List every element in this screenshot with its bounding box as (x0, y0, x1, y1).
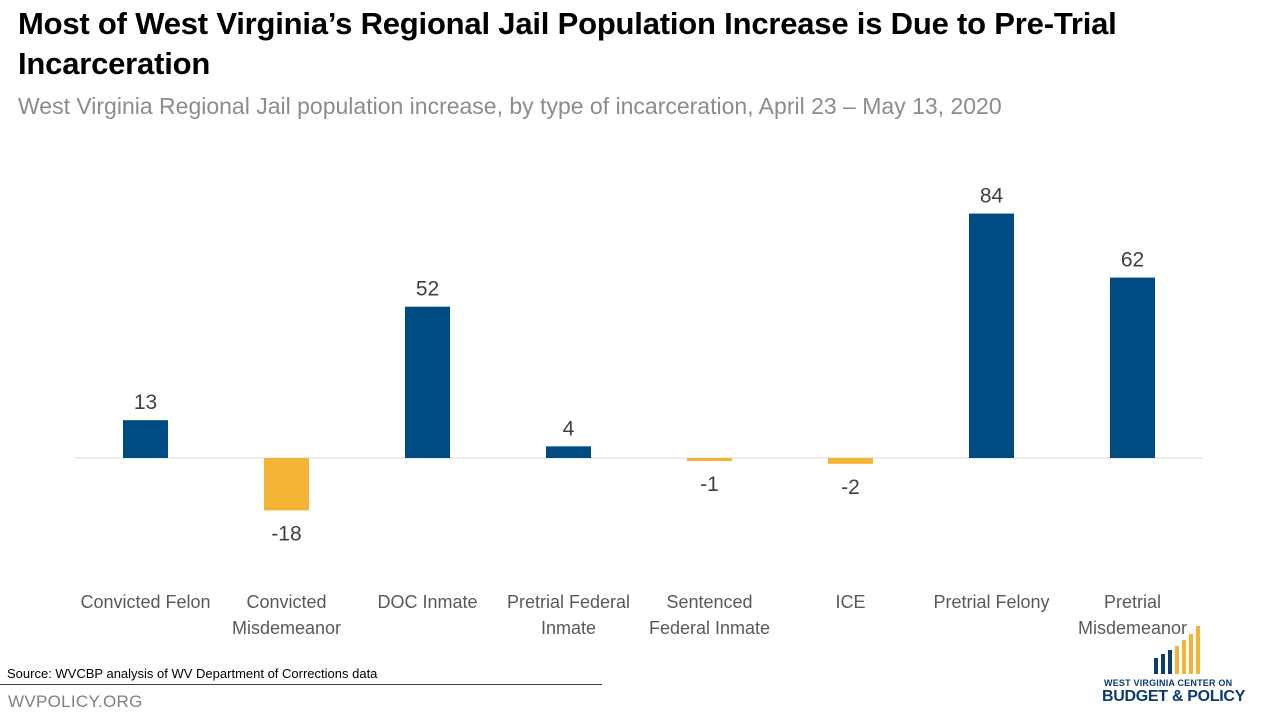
logo-text-line1: WEST VIRGINIA CENTER ON (1104, 678, 1233, 688)
x-tick-label: Sentenced (666, 592, 752, 612)
x-tick-label: DOC Inmate (377, 592, 477, 612)
data-label: -18 (271, 522, 301, 545)
source-divider (0, 684, 602, 685)
x-tick-label: Misdemeanor (232, 618, 341, 638)
x-tick-label: Federal Inmate (649, 618, 770, 638)
data-label: -2 (841, 476, 860, 499)
bar (687, 458, 732, 461)
x-tick-label: Convicted Felon (80, 592, 210, 612)
x-tick-label: Convicted (246, 592, 326, 612)
data-label: 4 (563, 417, 575, 440)
x-tick-label: ICE (835, 592, 865, 612)
wvcbp-logo: WEST VIRGINIA CENTER ON BUDGET & POLICY (1098, 624, 1258, 714)
data-label: 84 (980, 185, 1004, 208)
x-tick-label: Misdemeanor (1078, 618, 1187, 638)
x-tick-label: Pretrial Felony (933, 592, 1049, 612)
bar (1110, 277, 1155, 458)
chart-subtitle: West Virginia Regional Jail population i… (18, 93, 1002, 119)
bar (546, 446, 591, 458)
data-label: 62 (1121, 249, 1144, 272)
x-tick-label: Inmate (541, 618, 596, 638)
x-tick-label: Pretrial Federal (507, 592, 630, 612)
data-label: 13 (134, 391, 157, 414)
bar (828, 458, 873, 464)
logo-bars-icon (1154, 626, 1200, 674)
bar-chart: 13 Convicted Felon -18 Convicted Misdemeanor… (75, 185, 1203, 638)
bar (123, 420, 168, 458)
data-label: 52 (416, 278, 439, 301)
data-label: -1 (700, 473, 719, 496)
source-note: Source: WVCBP analysis of WV Department … (7, 666, 378, 681)
footer-site-url: WVPOLICY.ORG (8, 692, 143, 711)
bar (405, 306, 450, 458)
logo-text-line2: BUDGET & POLICY (1102, 688, 1246, 705)
bar (264, 458, 309, 511)
x-tick-label: Pretrial (1104, 592, 1161, 612)
bar (969, 213, 1014, 458)
chart-title: Most of West Virginia’s Regional Jail Po… (18, 6, 1117, 81)
